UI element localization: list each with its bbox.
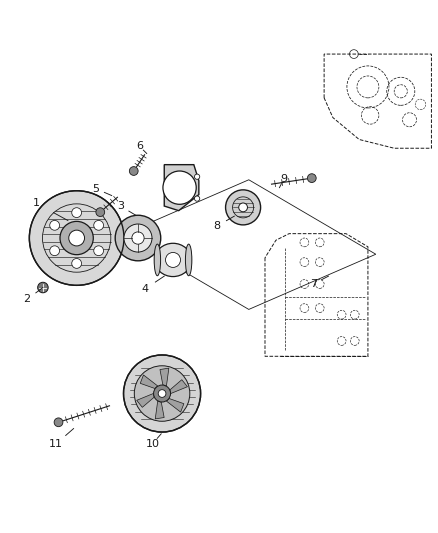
Text: 9: 9	[280, 174, 287, 184]
Polygon shape	[160, 368, 169, 386]
Circle shape	[129, 167, 138, 175]
Polygon shape	[155, 401, 164, 419]
Circle shape	[194, 174, 200, 179]
Polygon shape	[164, 165, 199, 211]
Circle shape	[29, 191, 124, 285]
Text: 8: 8	[213, 221, 220, 231]
Circle shape	[124, 355, 201, 432]
Text: 1: 1	[32, 198, 39, 208]
Polygon shape	[137, 393, 154, 407]
Polygon shape	[170, 379, 187, 393]
Circle shape	[50, 221, 60, 230]
Text: 4: 4	[141, 284, 148, 294]
Text: 11: 11	[49, 439, 63, 449]
Text: 5: 5	[92, 183, 99, 193]
Circle shape	[38, 282, 48, 293]
Circle shape	[166, 253, 180, 268]
Circle shape	[226, 190, 261, 225]
Circle shape	[54, 418, 63, 427]
Circle shape	[154, 385, 170, 402]
Circle shape	[115, 215, 161, 261]
Ellipse shape	[154, 244, 161, 276]
Circle shape	[134, 366, 190, 421]
Circle shape	[307, 174, 316, 182]
Text: 7: 7	[310, 279, 317, 289]
Circle shape	[72, 259, 81, 268]
Circle shape	[158, 390, 166, 398]
Circle shape	[94, 221, 103, 230]
Circle shape	[69, 230, 85, 246]
Circle shape	[72, 208, 81, 217]
Polygon shape	[140, 375, 158, 389]
Ellipse shape	[185, 244, 192, 276]
Circle shape	[96, 208, 105, 216]
Circle shape	[239, 203, 247, 212]
Circle shape	[124, 224, 152, 252]
Text: 10: 10	[145, 439, 159, 449]
Circle shape	[94, 246, 103, 256]
Circle shape	[194, 196, 200, 201]
Polygon shape	[166, 399, 184, 412]
Text: 2: 2	[24, 294, 31, 304]
Text: 3: 3	[117, 201, 124, 211]
Circle shape	[132, 232, 144, 244]
Circle shape	[60, 221, 93, 255]
Circle shape	[163, 171, 196, 204]
Circle shape	[50, 246, 60, 256]
Ellipse shape	[155, 243, 191, 277]
Text: 6: 6	[136, 141, 143, 151]
